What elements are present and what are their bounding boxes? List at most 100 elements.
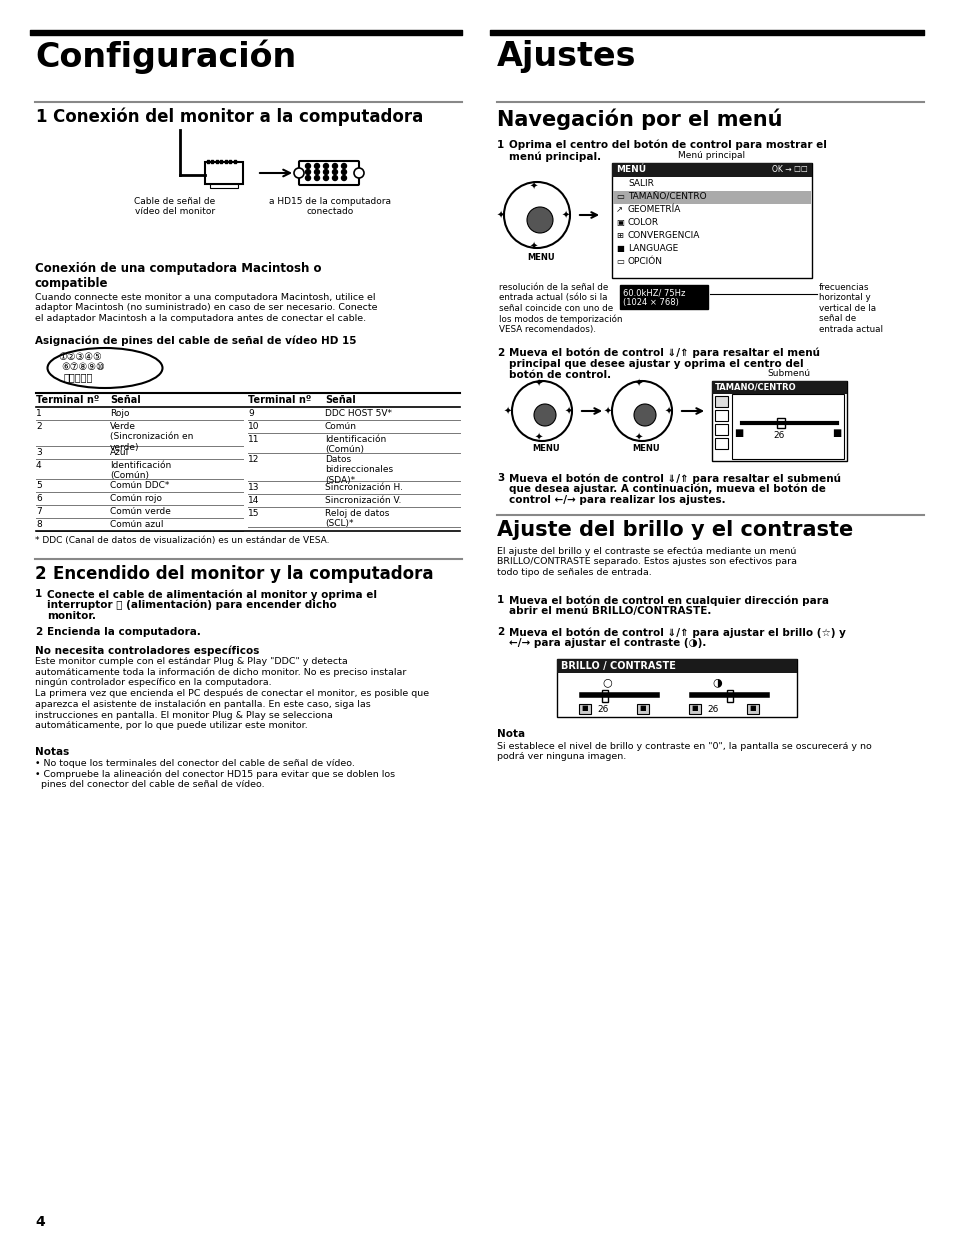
Circle shape (323, 169, 328, 174)
Text: 1: 1 (35, 107, 47, 126)
Text: MENU: MENU (631, 445, 659, 453)
Text: 15: 15 (248, 509, 259, 517)
Text: Mueva el botón de control ⇓/⇑ para resaltar el submenú: Mueva el botón de control ⇓/⇑ para resal… (509, 473, 841, 483)
Text: Señal: Señal (325, 395, 355, 405)
Circle shape (333, 163, 337, 168)
Circle shape (314, 175, 319, 180)
Bar (612, 163, 811, 177)
Text: 2: 2 (497, 627, 504, 637)
Text: TAMAÑO/CENTRO: TAMAÑO/CENTRO (627, 191, 706, 201)
Text: Este monitor cumple con el estándar Plug & Play "DDC" y detecta
automáticamente : Este monitor cumple con el estándar Plug… (35, 657, 429, 730)
Text: ✦: ✦ (561, 211, 570, 221)
Text: Asignación de pines del cable de señal de vídeo HD 15: Asignación de pines del cable de señal d… (35, 335, 356, 346)
Text: 7: 7 (36, 508, 42, 516)
Text: Identificación
(Común): Identificación (Común) (325, 435, 386, 454)
Text: Datos
bidireccionales
(SDA)*: Datos bidireccionales (SDA)* (325, 454, 393, 485)
Text: SALIR: SALIR (627, 179, 653, 188)
Text: ▭: ▭ (616, 257, 623, 266)
Text: Conexión del monitor a la computadora: Conexión del monitor a la computadora (53, 107, 423, 126)
Text: Si establece el nivel de brillo y contraste en "0", la pantalla se oscurecerá y : Si establece el nivel de brillo y contra… (497, 742, 871, 762)
Text: Común: Común (325, 422, 356, 431)
Text: 9: 9 (248, 409, 253, 417)
Bar (731, 394, 843, 459)
FancyBboxPatch shape (298, 161, 358, 185)
Circle shape (314, 169, 319, 174)
Bar (619, 285, 707, 309)
Circle shape (634, 404, 656, 426)
Text: ✦: ✦ (635, 379, 642, 389)
Text: 1: 1 (497, 595, 504, 605)
Circle shape (354, 168, 364, 178)
Text: Sincronización V.: Sincronización V. (325, 496, 401, 505)
Text: 12: 12 (248, 454, 259, 464)
Text: Mueva el botón de control ⇓/⇑ para ajustar el brillo (☆) y: Mueva el botón de control ⇓/⇑ para ajust… (509, 627, 845, 637)
Text: 26: 26 (597, 705, 608, 714)
Text: ①②③④⑤: ①②③④⑤ (58, 352, 102, 362)
Text: No necesita controladores específicos: No necesita controladores específicos (35, 645, 259, 656)
Text: ■: ■ (733, 429, 742, 438)
Text: Verde
(Sincronización en
verde): Verde (Sincronización en verde) (110, 422, 193, 452)
Text: ■: ■ (690, 705, 697, 711)
Text: TAMANO/CENTRO: TAMANO/CENTRO (714, 383, 796, 391)
Text: Cuando connecte este monitor a una computadora Macintosh, utilice el
adaptor Mac: Cuando connecte este monitor a una compu… (35, 293, 377, 322)
Text: a HD15 de la computadora
conectado: a HD15 de la computadora conectado (269, 198, 391, 216)
Text: Menú principal: Menú principal (678, 151, 745, 161)
Text: ○: ○ (601, 677, 611, 687)
Bar (601, 690, 607, 701)
Bar (711, 382, 846, 461)
Text: 4: 4 (36, 461, 42, 471)
Circle shape (526, 207, 553, 233)
Text: ▭: ▭ (616, 191, 623, 201)
Bar (613, 191, 810, 204)
Text: MENU: MENU (532, 445, 559, 453)
Text: monitor.: monitor. (47, 611, 96, 621)
Circle shape (503, 182, 569, 248)
Bar (714, 438, 727, 450)
Text: resolución de la señal de
entrada actual (sólo si la
señal coincide con uno de
l: resolución de la señal de entrada actual… (498, 283, 622, 335)
Circle shape (333, 175, 337, 180)
Text: Azul: Azul (110, 448, 129, 457)
Text: Encienda la computadora.: Encienda la computadora. (47, 627, 201, 637)
Text: Configuración: Configuración (35, 40, 296, 74)
Text: MENU: MENU (526, 253, 554, 262)
Text: Rojo: Rojo (110, 409, 130, 417)
Text: 2: 2 (36, 422, 42, 431)
Text: principal que desee ajustar y oprima el centro del: principal que desee ajustar y oprima el … (509, 359, 802, 369)
Text: El ajuste del brillo y el contraste se efectúa mediante un menú
BRILLO/CONTRASTE: El ajuste del brillo y el contraste se e… (497, 547, 796, 577)
Text: (1024 × 768): (1024 × 768) (622, 298, 679, 308)
Text: Encendido del monitor y la computadora: Encendido del monitor y la computadora (53, 564, 433, 583)
Text: OPCIÓN: OPCIÓN (627, 257, 662, 266)
Text: ✦: ✦ (503, 408, 512, 417)
Text: 1: 1 (35, 589, 42, 599)
Text: ✦: ✦ (529, 182, 537, 191)
Circle shape (294, 168, 304, 178)
Text: Notas: Notas (35, 747, 70, 757)
Text: ✦: ✦ (529, 242, 537, 252)
Text: 10: 10 (248, 422, 259, 431)
Bar (205, 162, 243, 184)
Text: Señal: Señal (110, 395, 141, 405)
Text: Mueva el botón de control ⇓/⇑ para resaltar el menú: Mueva el botón de control ⇓/⇑ para resal… (509, 348, 820, 358)
Text: ←/→ para ajustar el contraste (◑).: ←/→ para ajustar el contraste (◑). (509, 638, 705, 648)
Circle shape (333, 169, 337, 174)
Text: ▣: ▣ (616, 219, 623, 227)
Text: Sincronización H.: Sincronización H. (325, 483, 402, 492)
Text: BRILLO / CONTRASTE: BRILLO / CONTRASTE (560, 661, 675, 671)
Bar (557, 659, 796, 718)
Text: CONVERGENCIA: CONVERGENCIA (627, 231, 700, 240)
Text: Ajuste del brillo y el contraste: Ajuste del brillo y el contraste (497, 520, 852, 540)
Text: 6: 6 (36, 494, 42, 503)
Text: 1: 1 (36, 409, 42, 417)
Circle shape (314, 163, 319, 168)
Text: 26: 26 (773, 431, 784, 440)
Bar (714, 410, 727, 421)
Text: ✦: ✦ (635, 433, 642, 443)
Text: ⑥⑦⑧⑨⑩: ⑥⑦⑧⑨⑩ (61, 362, 105, 372)
Text: Común DDC*: Común DDC* (110, 480, 170, 490)
Text: OK → ☐☐: OK → ☐☐ (771, 165, 807, 174)
Text: 3: 3 (497, 473, 504, 483)
Text: GEOMETRÍA: GEOMETRÍA (627, 205, 680, 214)
Text: ↗: ↗ (616, 205, 622, 214)
Text: 8: 8 (36, 520, 42, 529)
Text: ■: ■ (639, 705, 645, 711)
